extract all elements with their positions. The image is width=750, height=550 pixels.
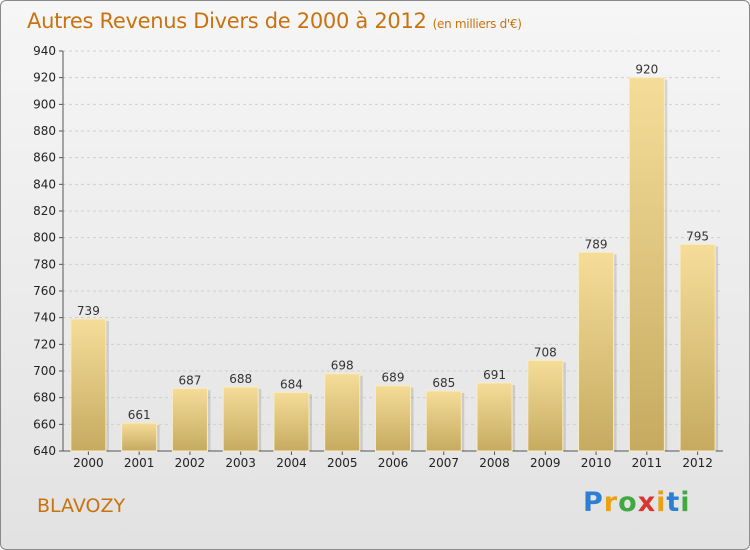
- x-tick-label: 2012: [682, 456, 713, 470]
- bar: [324, 373, 361, 452]
- bar: [476, 382, 513, 452]
- bar-value-label: 795: [686, 229, 709, 243]
- bar: [679, 243, 716, 452]
- y-tick-label: 840: [33, 177, 56, 191]
- bar: [425, 390, 462, 452]
- y-tick-label: 780: [33, 257, 56, 271]
- bar-value-label: 920: [635, 63, 658, 77]
- bar-value-label: 689: [382, 371, 405, 385]
- y-tick-label: 820: [33, 204, 56, 218]
- x-tick-label: 2002: [175, 456, 206, 470]
- x-tick-label: 2006: [378, 456, 409, 470]
- bar-value-label: 691: [483, 368, 506, 382]
- x-tick-label: 2003: [225, 456, 256, 470]
- logo-letter: P: [583, 487, 604, 518]
- y-tick-label: 760: [33, 284, 56, 298]
- axes: 640 660 680 700 720 740 760 780 800 820 840 860 880 9…: [33, 44, 723, 470]
- bar: [578, 251, 615, 452]
- bar: [628, 77, 665, 452]
- bar-value-label: 661: [128, 408, 151, 422]
- y-tick-label: 640: [33, 444, 56, 458]
- bar-value-label: 687: [178, 373, 201, 387]
- y-tick-label: 700: [33, 364, 56, 378]
- x-tick-label: 2010: [581, 456, 612, 470]
- proxiti-logo: Proxiti: [583, 487, 691, 518]
- bar-value-label: 684: [280, 377, 303, 391]
- bar: [222, 386, 259, 452]
- y-tick-label: 880: [33, 124, 56, 138]
- y-tick-label: 900: [33, 97, 56, 111]
- bars: [70, 77, 719, 452]
- logo-letter: o: [618, 487, 638, 518]
- logo-letter: r: [603, 487, 619, 518]
- y-tick-label: 740: [33, 311, 56, 325]
- logo-letter: x: [637, 487, 657, 518]
- x-tick-label: 2008: [479, 456, 510, 470]
- logo-letter: t: [666, 487, 681, 518]
- bar: [527, 359, 564, 452]
- bar-value-label: 708: [534, 345, 557, 359]
- x-tick-label: 2005: [327, 456, 358, 470]
- bar-value-label: 739: [77, 304, 100, 318]
- logo-letter: i: [680, 487, 691, 518]
- x-tick-label: 2000: [73, 456, 104, 470]
- logo-letter: i: [656, 487, 667, 518]
- x-tick-label: 2001: [124, 456, 155, 470]
- bar: [273, 391, 310, 452]
- bar: [171, 387, 208, 452]
- labels: 739 661 687 688 684 698 689 685 691 708 789 920 795: [77, 63, 709, 422]
- x-tick-label: 2007: [428, 456, 459, 470]
- y-tick-label: 920: [33, 71, 56, 85]
- x-tick-label: 2004: [276, 456, 307, 470]
- bar-value-label: 789: [585, 237, 608, 251]
- bar-value-label: 688: [229, 372, 252, 386]
- bar-value-label: 685: [432, 376, 455, 390]
- y-tick-label: 720: [33, 337, 56, 351]
- y-tick-label: 860: [33, 151, 56, 165]
- chart-title-text: Autres Revenus Divers de 2000 à 2012: [27, 9, 427, 33]
- chart-subtitle: (en milliers d'€): [432, 17, 522, 31]
- y-tick-label: 800: [33, 231, 56, 245]
- chart-title: Autres Revenus Divers de 2000 à 2012 (en …: [27, 9, 522, 33]
- y-tick-label: 660: [33, 417, 56, 431]
- bar: [121, 422, 158, 452]
- commune-name: BLAVOZY: [37, 495, 126, 517]
- y-tick-label: 940: [33, 44, 56, 58]
- bar: [70, 318, 107, 452]
- y-tick-label: 680: [33, 391, 56, 405]
- x-tick-label: 2009: [530, 456, 561, 470]
- bar: [374, 385, 412, 452]
- x-tick-label: 2011: [632, 456, 663, 470]
- bar-value-label: 698: [331, 359, 354, 373]
